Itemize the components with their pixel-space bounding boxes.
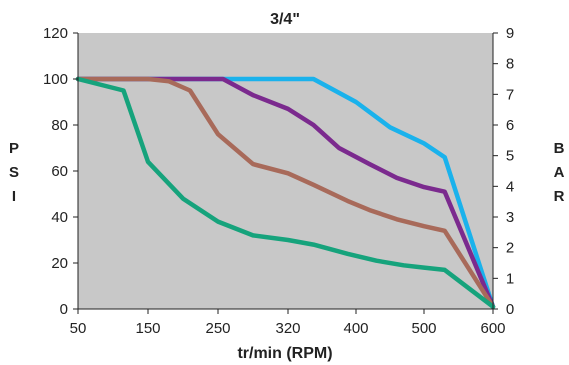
right-y-axis: 0 1 2 3 4 5 6 7 8 9 [492,25,514,318]
left-tick-label: 60 [51,163,68,180]
x-tick-label: 320 [275,320,300,337]
x-tick-label: 250 [205,320,230,337]
right-tick-label: 6 [506,117,514,134]
right-tick-label: 8 [506,56,514,73]
right-tick-label: 0 [506,301,514,318]
right-tick-label: 4 [506,178,514,195]
left-tick-label: 0 [60,301,68,318]
right-tick-label: 3 [506,209,514,226]
left-tick-label: 20 [51,255,68,272]
x-tick-label: 400 [343,320,368,337]
x-axis: 50 150 250 320 400 500 600 [70,308,506,337]
left-axis-title-letter: P [9,140,19,157]
left-tick-label: 120 [43,25,68,42]
x-tick-label: 600 [480,320,505,337]
x-tick-label: 50 [70,320,87,337]
series-layer [75,76,496,309]
right-tick-label: 1 [506,270,514,287]
series-line-3 [75,76,496,309]
right-tick-label: 7 [506,86,514,103]
left-tick-label: 80 [51,117,68,134]
right-axis-title-letter: B [554,140,565,157]
left-y-axis: 0 20 40 60 80 100 120 [43,25,79,318]
right-axis-title: BAR [554,140,565,205]
right-axis-title-letter: R [554,188,565,205]
left-axis-title-letter: I [12,188,16,205]
x-tick-label: 500 [411,320,436,337]
right-axis-title-letter: A [554,164,565,181]
right-tick-label: 9 [506,25,514,42]
left-axis-title: PSI [9,140,19,205]
right-tick-label: 2 [506,240,514,257]
left-tick-label: 100 [43,71,68,88]
right-tick-label: 5 [506,148,514,165]
chart-title: 3/4" [270,11,300,28]
left-tick-label: 40 [51,209,68,226]
x-axis-title: tr/min (RPM) [237,345,332,362]
left-axis-title-letter: S [9,164,19,181]
series-line-4 [75,76,496,309]
x-tick-label: 150 [135,320,160,337]
series-line-2 [75,76,496,309]
